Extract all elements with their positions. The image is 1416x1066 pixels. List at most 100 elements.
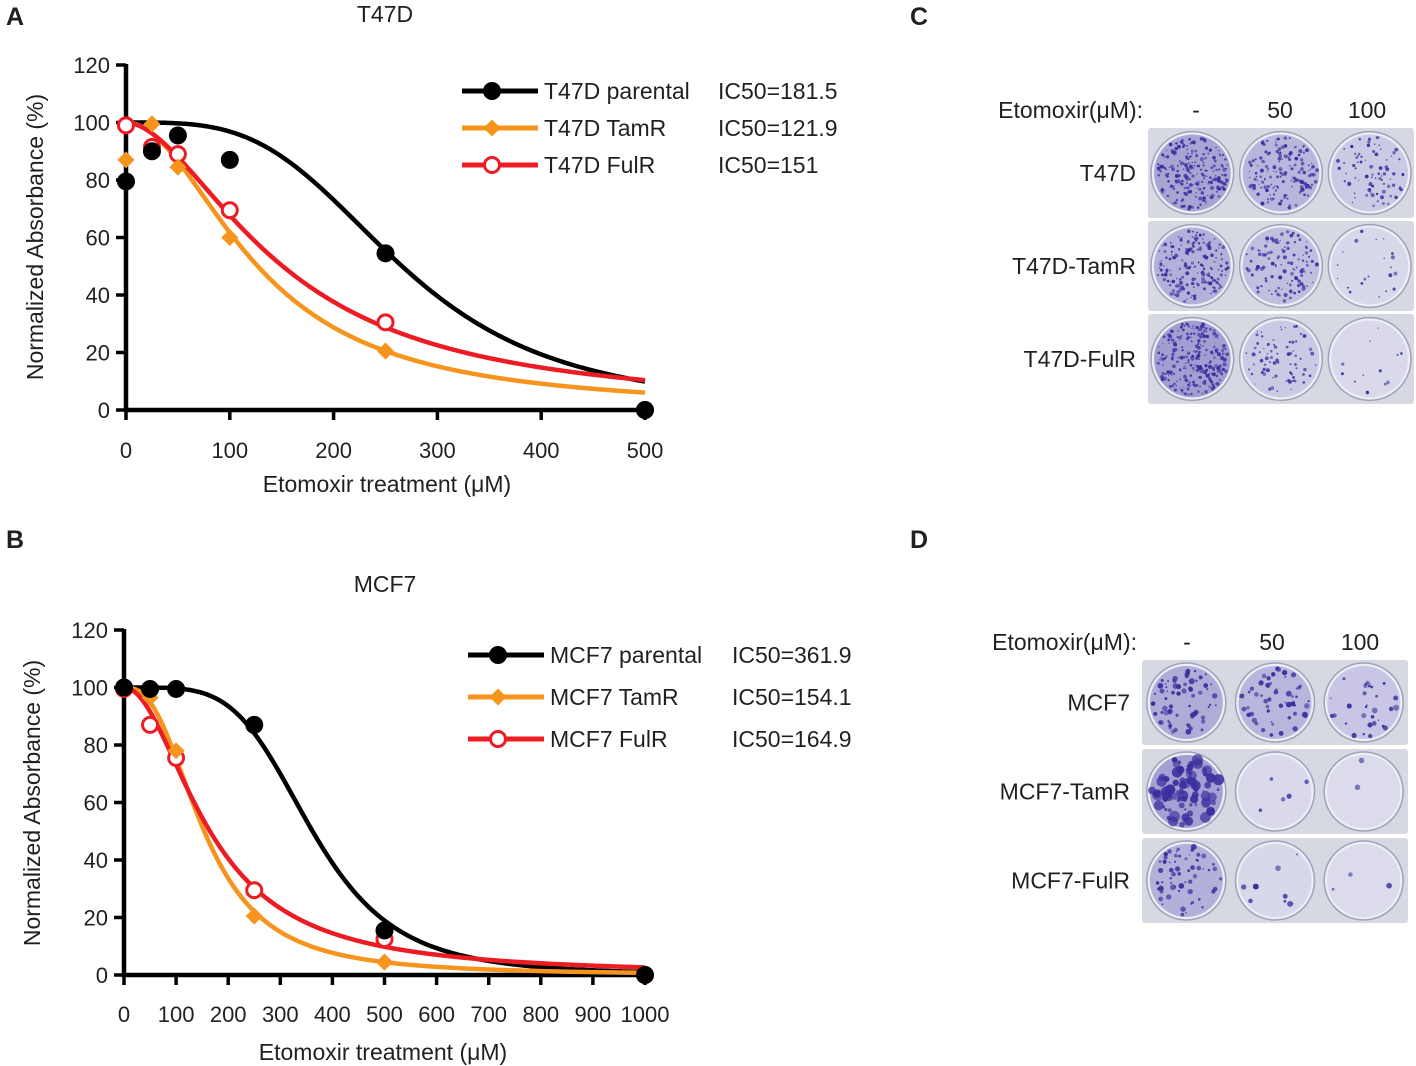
- colony: [1209, 180, 1213, 185]
- plate-header-label: Etomoxir(μM):: [992, 629, 1137, 655]
- colony: [1272, 170, 1275, 172]
- colony: [1169, 273, 1173, 277]
- colony: [1269, 777, 1274, 781]
- plate-column-header: 50: [1259, 629, 1285, 655]
- colony: [1170, 374, 1173, 376]
- colony: [1287, 346, 1289, 348]
- colony: [1265, 704, 1270, 709]
- colony: [1301, 711, 1308, 718]
- colony: [1268, 289, 1270, 292]
- colony: [1378, 369, 1382, 373]
- colony: [1182, 367, 1185, 369]
- legend-ic50: IC50=361.9: [732, 642, 852, 668]
- colony: [1353, 192, 1356, 195]
- colony: [1253, 177, 1257, 181]
- colony: [1278, 167, 1283, 172]
- colony: [1288, 164, 1291, 167]
- colony: [1275, 138, 1277, 141]
- colony: [1213, 345, 1216, 348]
- colony: [1199, 246, 1202, 249]
- colony: [1194, 803, 1198, 807]
- plate-column-header: 50: [1267, 97, 1293, 123]
- colony: [1192, 350, 1196, 353]
- colony: [1191, 235, 1194, 238]
- colony: [1218, 168, 1220, 170]
- data-point: [376, 342, 395, 360]
- colony: [1288, 340, 1292, 344]
- colony: [1164, 808, 1168, 811]
- colony: [1160, 678, 1164, 682]
- colony: [1225, 167, 1228, 170]
- colony: [1212, 328, 1216, 332]
- colony: [1184, 378, 1188, 382]
- colony: [1269, 361, 1271, 363]
- colony: [1191, 161, 1194, 164]
- plate-rows: T47D T47D-TamR T47D-FulR: [1012, 128, 1414, 404]
- colony: [1358, 757, 1365, 764]
- colony: [1256, 290, 1260, 294]
- colony: [1248, 160, 1252, 165]
- colony: [1194, 234, 1197, 237]
- colony: [1358, 138, 1362, 141]
- colony: [1165, 155, 1170, 159]
- colony: [1262, 372, 1267, 376]
- colony: [1188, 854, 1191, 856]
- colony: [1370, 685, 1374, 689]
- colony: [1170, 281, 1172, 283]
- colony: [1263, 698, 1268, 704]
- colony: [1297, 290, 1301, 294]
- colony: [1346, 703, 1352, 709]
- colony: [1175, 142, 1178, 145]
- colony: [1208, 327, 1213, 331]
- colony: [1194, 364, 1196, 366]
- colony: [1274, 374, 1278, 378]
- colony: [1163, 272, 1168, 277]
- colony: [1202, 238, 1204, 240]
- colony: [1187, 383, 1189, 386]
- colony: [1281, 158, 1284, 160]
- colony: [1172, 150, 1177, 155]
- colony: [1353, 380, 1356, 383]
- colony: [1181, 388, 1184, 392]
- colony: [1202, 267, 1206, 271]
- colony: [1350, 144, 1354, 149]
- colony: [1367, 137, 1372, 141]
- colony: [1181, 236, 1183, 239]
- colony: [1393, 271, 1398, 276]
- colony: [1177, 174, 1181, 178]
- plate-well: [1323, 840, 1404, 921]
- colony: [1351, 201, 1354, 204]
- colony: [1183, 324, 1186, 327]
- colony: [1299, 357, 1302, 360]
- colony: [1353, 152, 1357, 156]
- colony: [1193, 669, 1197, 673]
- data-point: [483, 119, 501, 137]
- colony: [1390, 155, 1393, 157]
- colony: [1376, 136, 1380, 140]
- colony: [1199, 203, 1202, 206]
- colony: [1284, 675, 1287, 679]
- colony: [1276, 175, 1280, 179]
- colony: [1191, 294, 1194, 297]
- plate-well: [1234, 751, 1316, 832]
- colony: [1216, 277, 1220, 281]
- colony: [1360, 229, 1364, 234]
- colony: [1226, 164, 1229, 166]
- plate-column-headers: - 50 100: [1183, 629, 1379, 655]
- plate-rows: MCF7 MCF7-TamR MCF7-FulR: [1000, 660, 1408, 923]
- colony: [1204, 169, 1207, 172]
- colony: [1218, 287, 1221, 290]
- colony: [1215, 281, 1218, 284]
- colony: [1258, 183, 1260, 185]
- colony: [1202, 334, 1207, 339]
- colony: [1197, 261, 1200, 264]
- colony: [1192, 370, 1195, 373]
- colony: [1174, 860, 1177, 863]
- colony: [1171, 167, 1175, 172]
- colony: [1285, 242, 1287, 244]
- colony: [1205, 330, 1208, 333]
- colony: [1162, 805, 1166, 809]
- colony: [1303, 193, 1306, 197]
- colony: [1187, 361, 1190, 364]
- colony: [1186, 240, 1190, 244]
